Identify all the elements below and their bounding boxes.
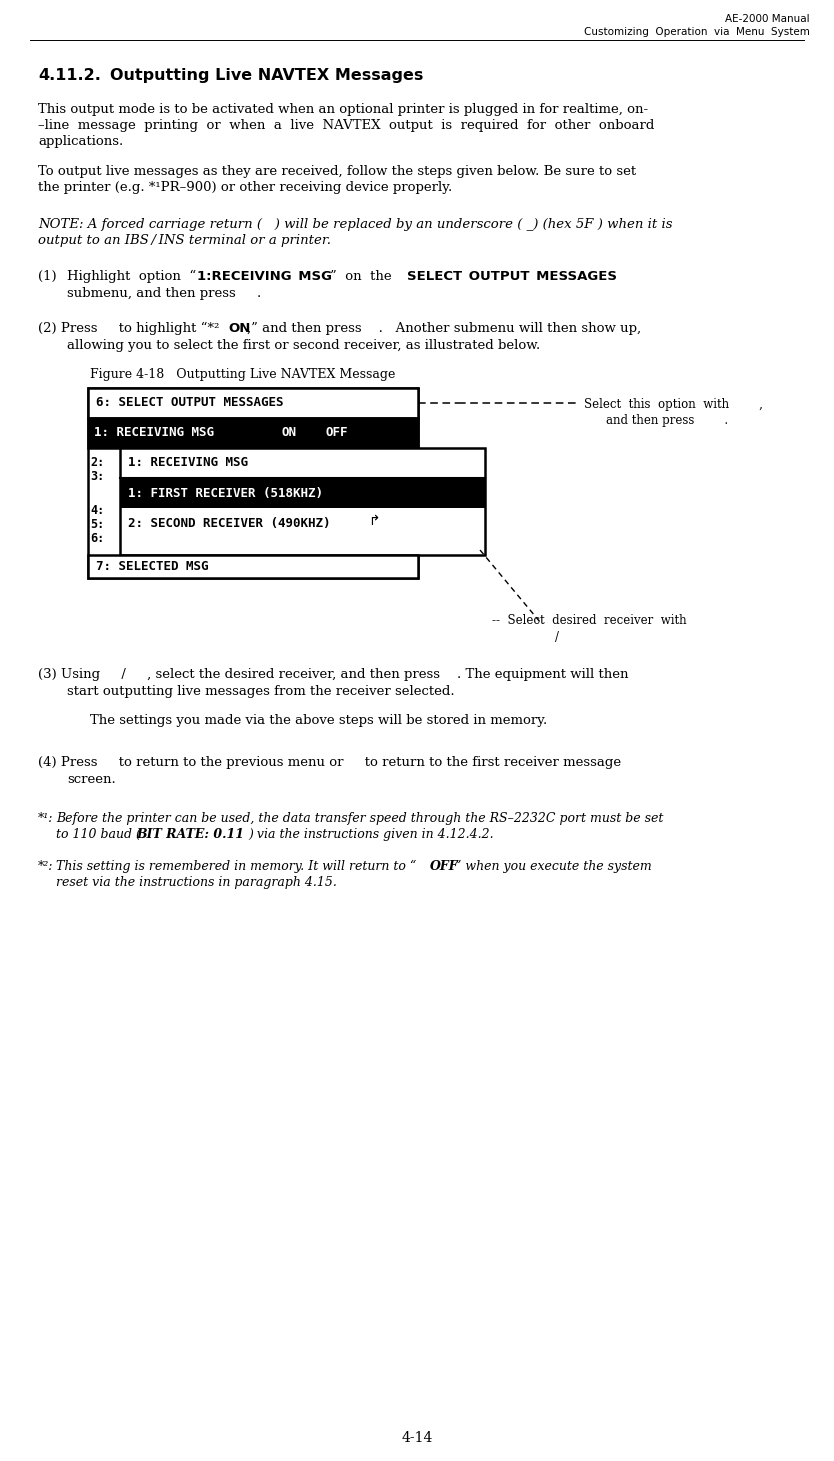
Text: 1: RECEIVING MSG: 1: RECEIVING MSG (128, 456, 248, 469)
Text: The settings you made via the above steps will be stored in memory.: The settings you made via the above step… (90, 714, 547, 728)
Text: start outputting live messages from the receiver selected.: start outputting live messages from the … (67, 685, 455, 698)
Text: submenu, and then press     .: submenu, and then press . (67, 286, 261, 300)
Text: 6:: 6: (90, 532, 104, 545)
Text: Select  this  option  with        ,: Select this option with , (584, 397, 763, 411)
Text: Highlight  option  “: Highlight option “ (67, 270, 196, 283)
Text: 2: SECOND RECEIVER (490KHZ): 2: SECOND RECEIVER (490KHZ) (128, 517, 330, 529)
Text: ”  on  the: ” on the (330, 270, 400, 283)
Text: *²:: *²: (38, 861, 53, 874)
Text: 4:: 4: (90, 504, 104, 517)
Text: ↱: ↱ (368, 514, 379, 527)
Text: NOTE: A forced carriage return (   ) will be replaced by an underscore ( _) (hex: NOTE: A forced carriage return ( ) will … (38, 218, 672, 231)
Text: This setting is remembered in memory. It will return to “: This setting is remembered in memory. It… (56, 861, 416, 874)
Text: ) via the instructions given in 4.12.4.2.: ) via the instructions given in 4.12.4.2… (248, 828, 494, 842)
Text: (3) Using     /     , select the desired receiver, and then press    . The equip: (3) Using / , select the desired receive… (38, 668, 629, 681)
Bar (88, 555, 418, 579)
Text: 1: FIRST RECEIVER (518KHZ): 1: FIRST RECEIVER (518KHZ) (128, 487, 323, 500)
Text: Before the printer can be used, the data transfer speed through the RS–2232C por: Before the printer can be used, the data… (56, 812, 663, 825)
Text: 3:: 3: (90, 470, 104, 484)
Text: output to an IBS / INS terminal or a printer.: output to an IBS / INS terminal or a pri… (38, 234, 331, 247)
Text: (1): (1) (38, 270, 57, 283)
Text: Figure 4-18   Outputting Live NAVTEX Message: Figure 4-18 Outputting Live NAVTEX Messa… (90, 368, 395, 381)
Text: reset via the instructions in paragraph 4.15.: reset via the instructions in paragraph … (56, 877, 337, 888)
Bar (88, 389, 418, 579)
Bar (88, 418, 418, 449)
Bar (90, 419, 230, 446)
Bar (120, 478, 485, 508)
Text: --  Select  desired  receiver  with: -- Select desired receiver with (492, 614, 686, 627)
Text: 1:RECEIVING MSG: 1:RECEIVING MSG (197, 270, 332, 283)
Text: OFF: OFF (430, 861, 459, 874)
Text: 7: SELECTED MSG: 7: SELECTED MSG (96, 560, 208, 573)
Text: 4.11.2.: 4.11.2. (38, 69, 101, 83)
Text: 6: SELECT OUTPUT MESSAGES: 6: SELECT OUTPUT MESSAGES (96, 396, 284, 409)
Text: *¹:: *¹: (38, 812, 53, 825)
Text: the printer (e.g. *¹PR–900) or other receiving device properly.: the printer (e.g. *¹PR–900) or other rec… (38, 181, 452, 194)
Text: 1: RECEIVING MSG: 1: RECEIVING MSG (94, 427, 214, 440)
Bar (120, 449, 485, 555)
Bar (278, 421, 310, 446)
Text: 4-14: 4-14 (401, 1430, 433, 1445)
Bar (88, 389, 418, 418)
Text: To output live messages as they are received, follow the steps given below. Be s: To output live messages as they are rece… (38, 165, 636, 178)
Text: (4) Press     to return to the previous menu or     to return to the first recei: (4) Press to return to the previous menu… (38, 755, 621, 768)
Text: OFF: OFF (326, 427, 349, 440)
Text: ON: ON (228, 321, 250, 335)
Text: to 110 baud (: to 110 baud ( (56, 828, 145, 842)
Text: allowing you to select the first or second receiver, as illustrated below.: allowing you to select the first or seco… (67, 339, 540, 352)
Text: /: / (555, 631, 559, 644)
Text: screen.: screen. (67, 773, 116, 786)
Text: Customizing  Operation  via  Menu  System: Customizing Operation via Menu System (584, 26, 810, 37)
Text: Outputting Live NAVTEX Messages: Outputting Live NAVTEX Messages (110, 69, 424, 83)
Text: AE-2000 Manual: AE-2000 Manual (726, 15, 810, 23)
Text: SELECT OUTPUT MESSAGES: SELECT OUTPUT MESSAGES (407, 270, 617, 283)
Text: and then press        .: and then press . (606, 413, 728, 427)
Text: –line  message  printing  or  when  a  live  NAVTEX  output  is  required  for  : –line message printing or when a live NA… (38, 118, 655, 131)
Text: BIT RATE: 0.11: BIT RATE: 0.11 (136, 828, 244, 842)
Text: 2:: 2: (90, 456, 104, 469)
Text: ON: ON (282, 427, 297, 440)
Text: 5:: 5: (90, 517, 104, 530)
Text: This output mode is to be activated when an optional printer is plugged in for r: This output mode is to be activated when… (38, 102, 648, 115)
Text: applications.: applications. (38, 134, 123, 148)
Text: ,” and then press    .   Another submenu will then show up,: ,” and then press . Another submenu will… (247, 321, 641, 335)
Text: (2) Press     to highlight “*²: (2) Press to highlight “*² (38, 321, 219, 335)
Text: ” when you execute the system: ” when you execute the system (455, 861, 651, 874)
